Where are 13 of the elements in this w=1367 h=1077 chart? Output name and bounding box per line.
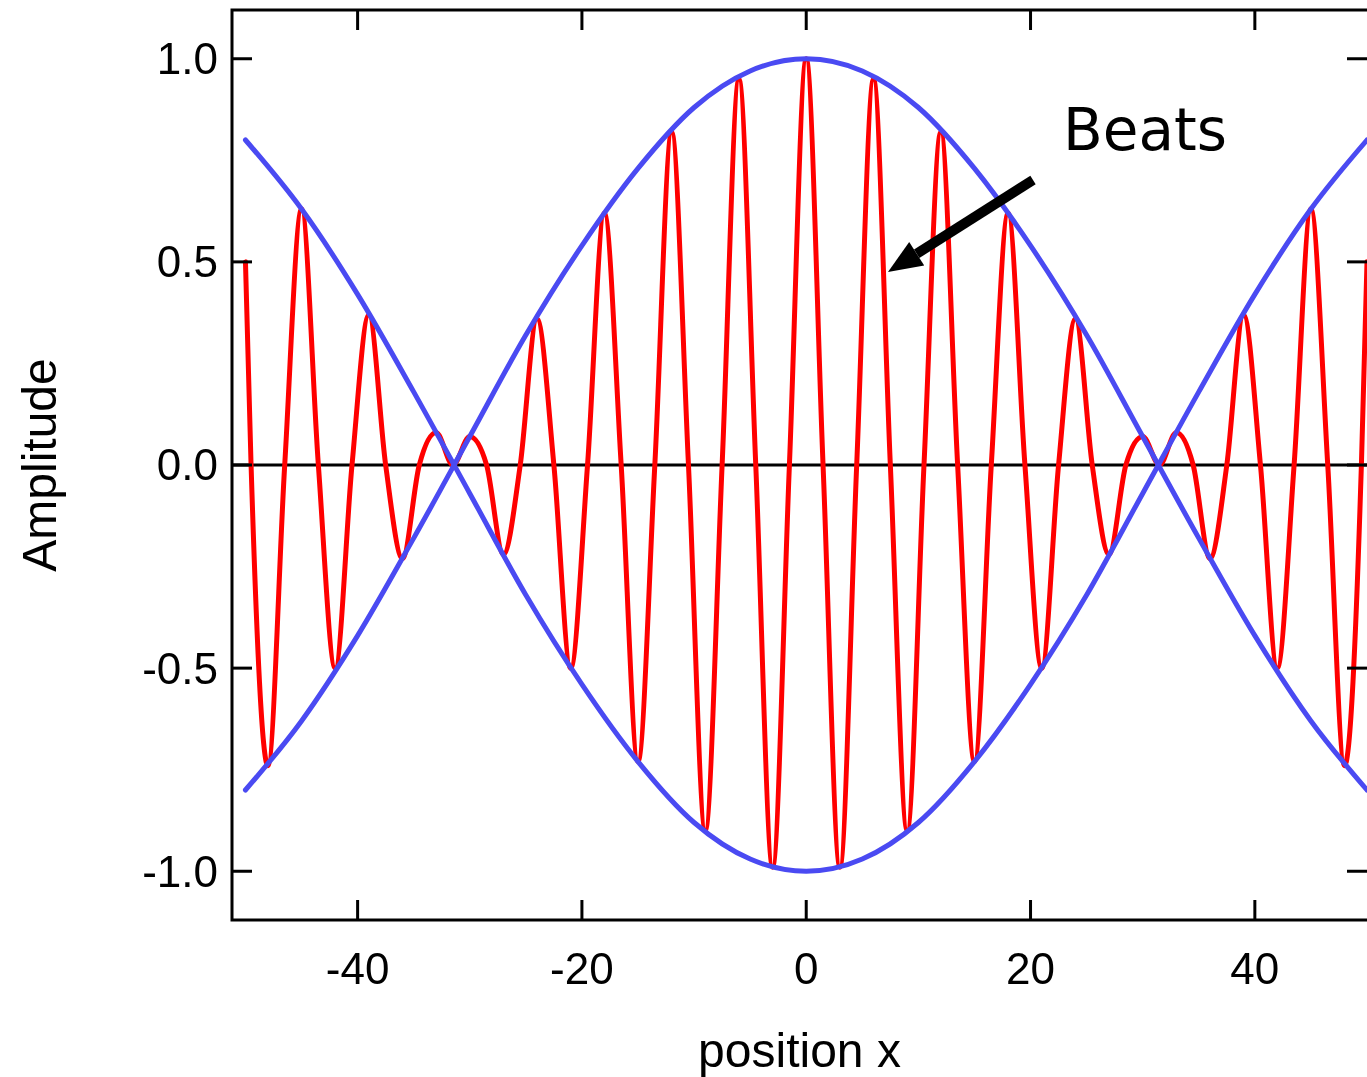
y-tick-label: 0.0: [156, 440, 218, 490]
y-tick-label: -0.5: [142, 643, 218, 693]
x-tick-label: 0: [793, 944, 819, 993]
y-axis-title: Amplitude: [13, 358, 66, 572]
x-tick-label: -20: [550, 944, 614, 993]
x-tick-label: -40: [325, 944, 390, 993]
y-tick-label: 0.5: [156, 237, 218, 287]
annotation: Beats: [1063, 96, 1227, 164]
x-tick-label: 40: [1230, 944, 1280, 993]
x-tick-label: 20: [1006, 944, 1056, 993]
x-axis-title: position x: [698, 1024, 901, 1077]
y-tick-label: -1.0: [142, 846, 218, 896]
y-tick-label: 1.0: [156, 34, 218, 84]
